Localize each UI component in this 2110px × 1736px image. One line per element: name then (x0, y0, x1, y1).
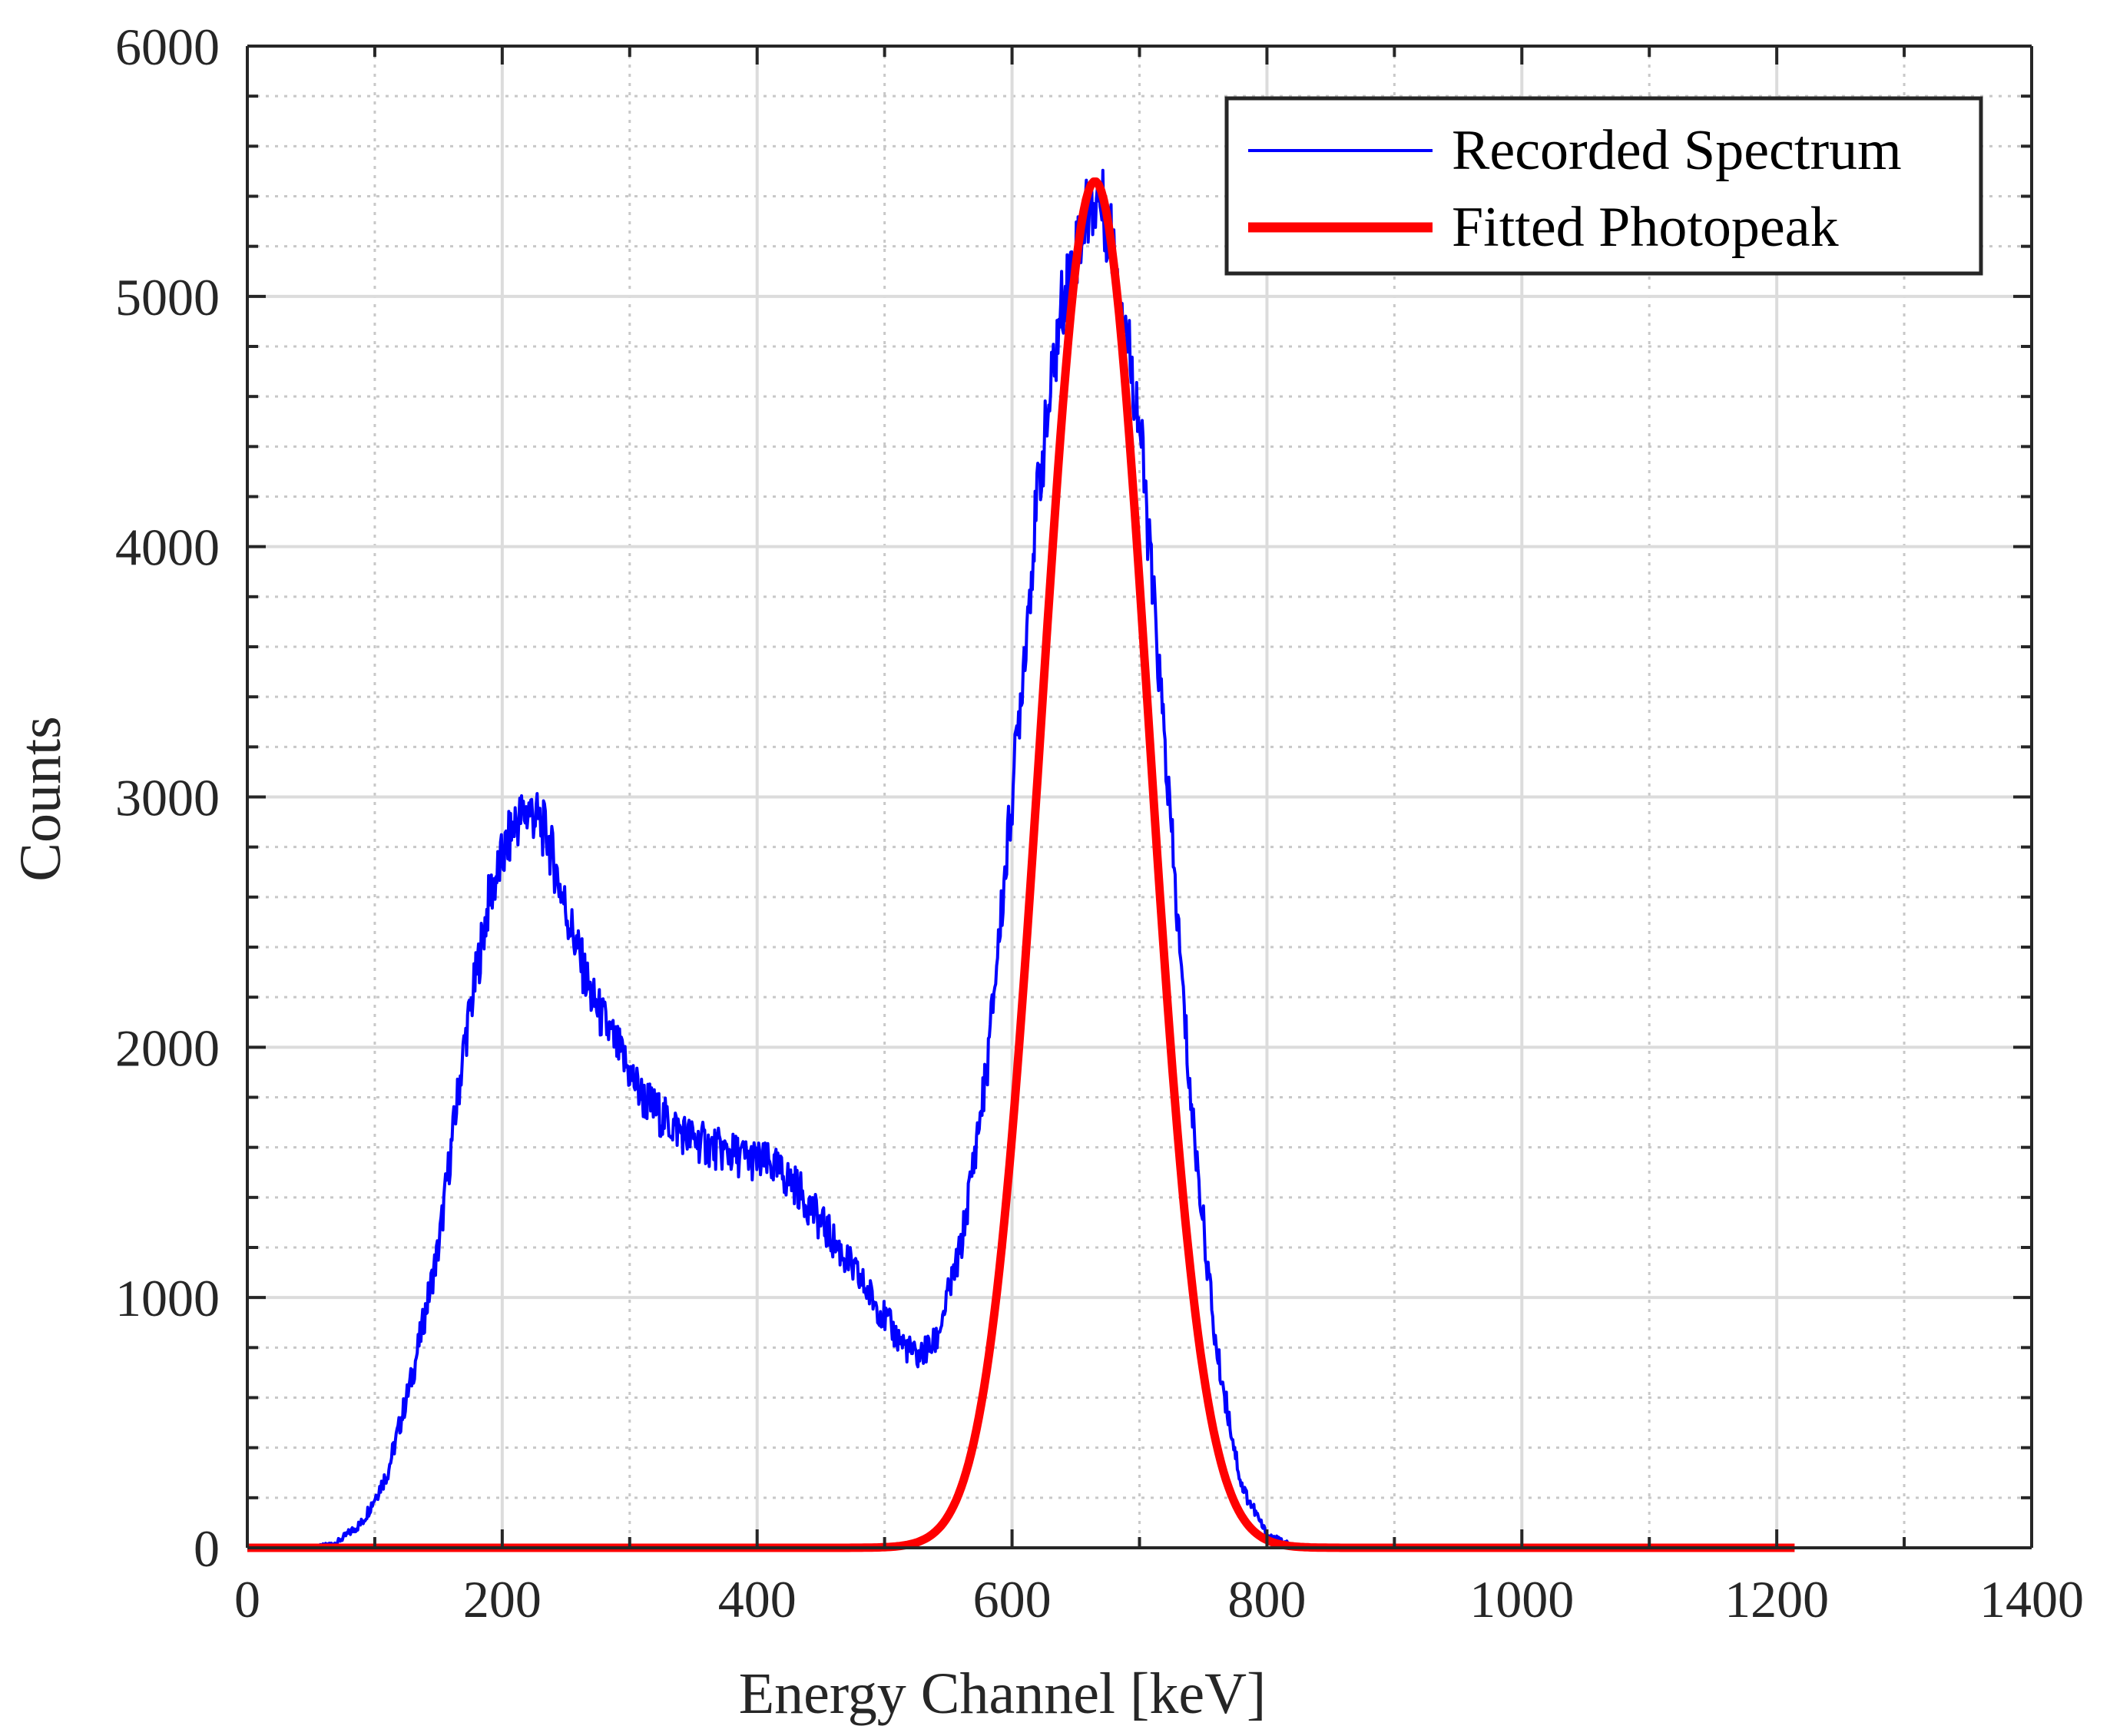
y-tick-labels: 0 1000 2000 3000 4000 5000 6000 (115, 18, 220, 1578)
axes (246, 45, 2033, 1549)
x-tick-label: 1200 (1724, 1570, 1829, 1628)
major-grid (247, 46, 2032, 1548)
series-recorded-spectrum (310, 168, 1319, 1549)
legend-box (1224, 96, 1983, 276)
legend: Recorded Spectrum Fitted Photopeak (1224, 96, 1983, 276)
y-tick-label: 1000 (115, 1269, 220, 1327)
y-tick-label: 3000 (115, 769, 220, 827)
legend-label-fitted-photopeak: Fitted Photopeak (1452, 196, 1839, 259)
x-tick-label: 1000 (1469, 1570, 1574, 1628)
x-tick-label: 400 (718, 1570, 797, 1628)
y-tick-label: 4000 (115, 518, 220, 577)
x-tick-labels: 0 200 400 600 800 1000 1200 1400 (234, 1570, 2084, 1628)
x-tick-label: 200 (463, 1570, 542, 1628)
y-axis-title: Counts (8, 716, 73, 881)
legend-label-recorded-spectrum: Recorded Spectrum (1452, 119, 1902, 182)
x-tick-label: 800 (1227, 1570, 1306, 1628)
y-tick-label: 6000 (115, 18, 220, 76)
x-tick-label: 1400 (1979, 1570, 2084, 1628)
y-tick-label: 5000 (115, 268, 220, 326)
y-tick-label: 0 (194, 1519, 220, 1578)
x-tick-label: 0 (234, 1570, 260, 1628)
x-axis-title: Energy Channel [keV] (739, 1661, 1267, 1726)
y-tick-label: 2000 (115, 1019, 220, 1077)
x-tick-label: 600 (973, 1570, 1052, 1628)
